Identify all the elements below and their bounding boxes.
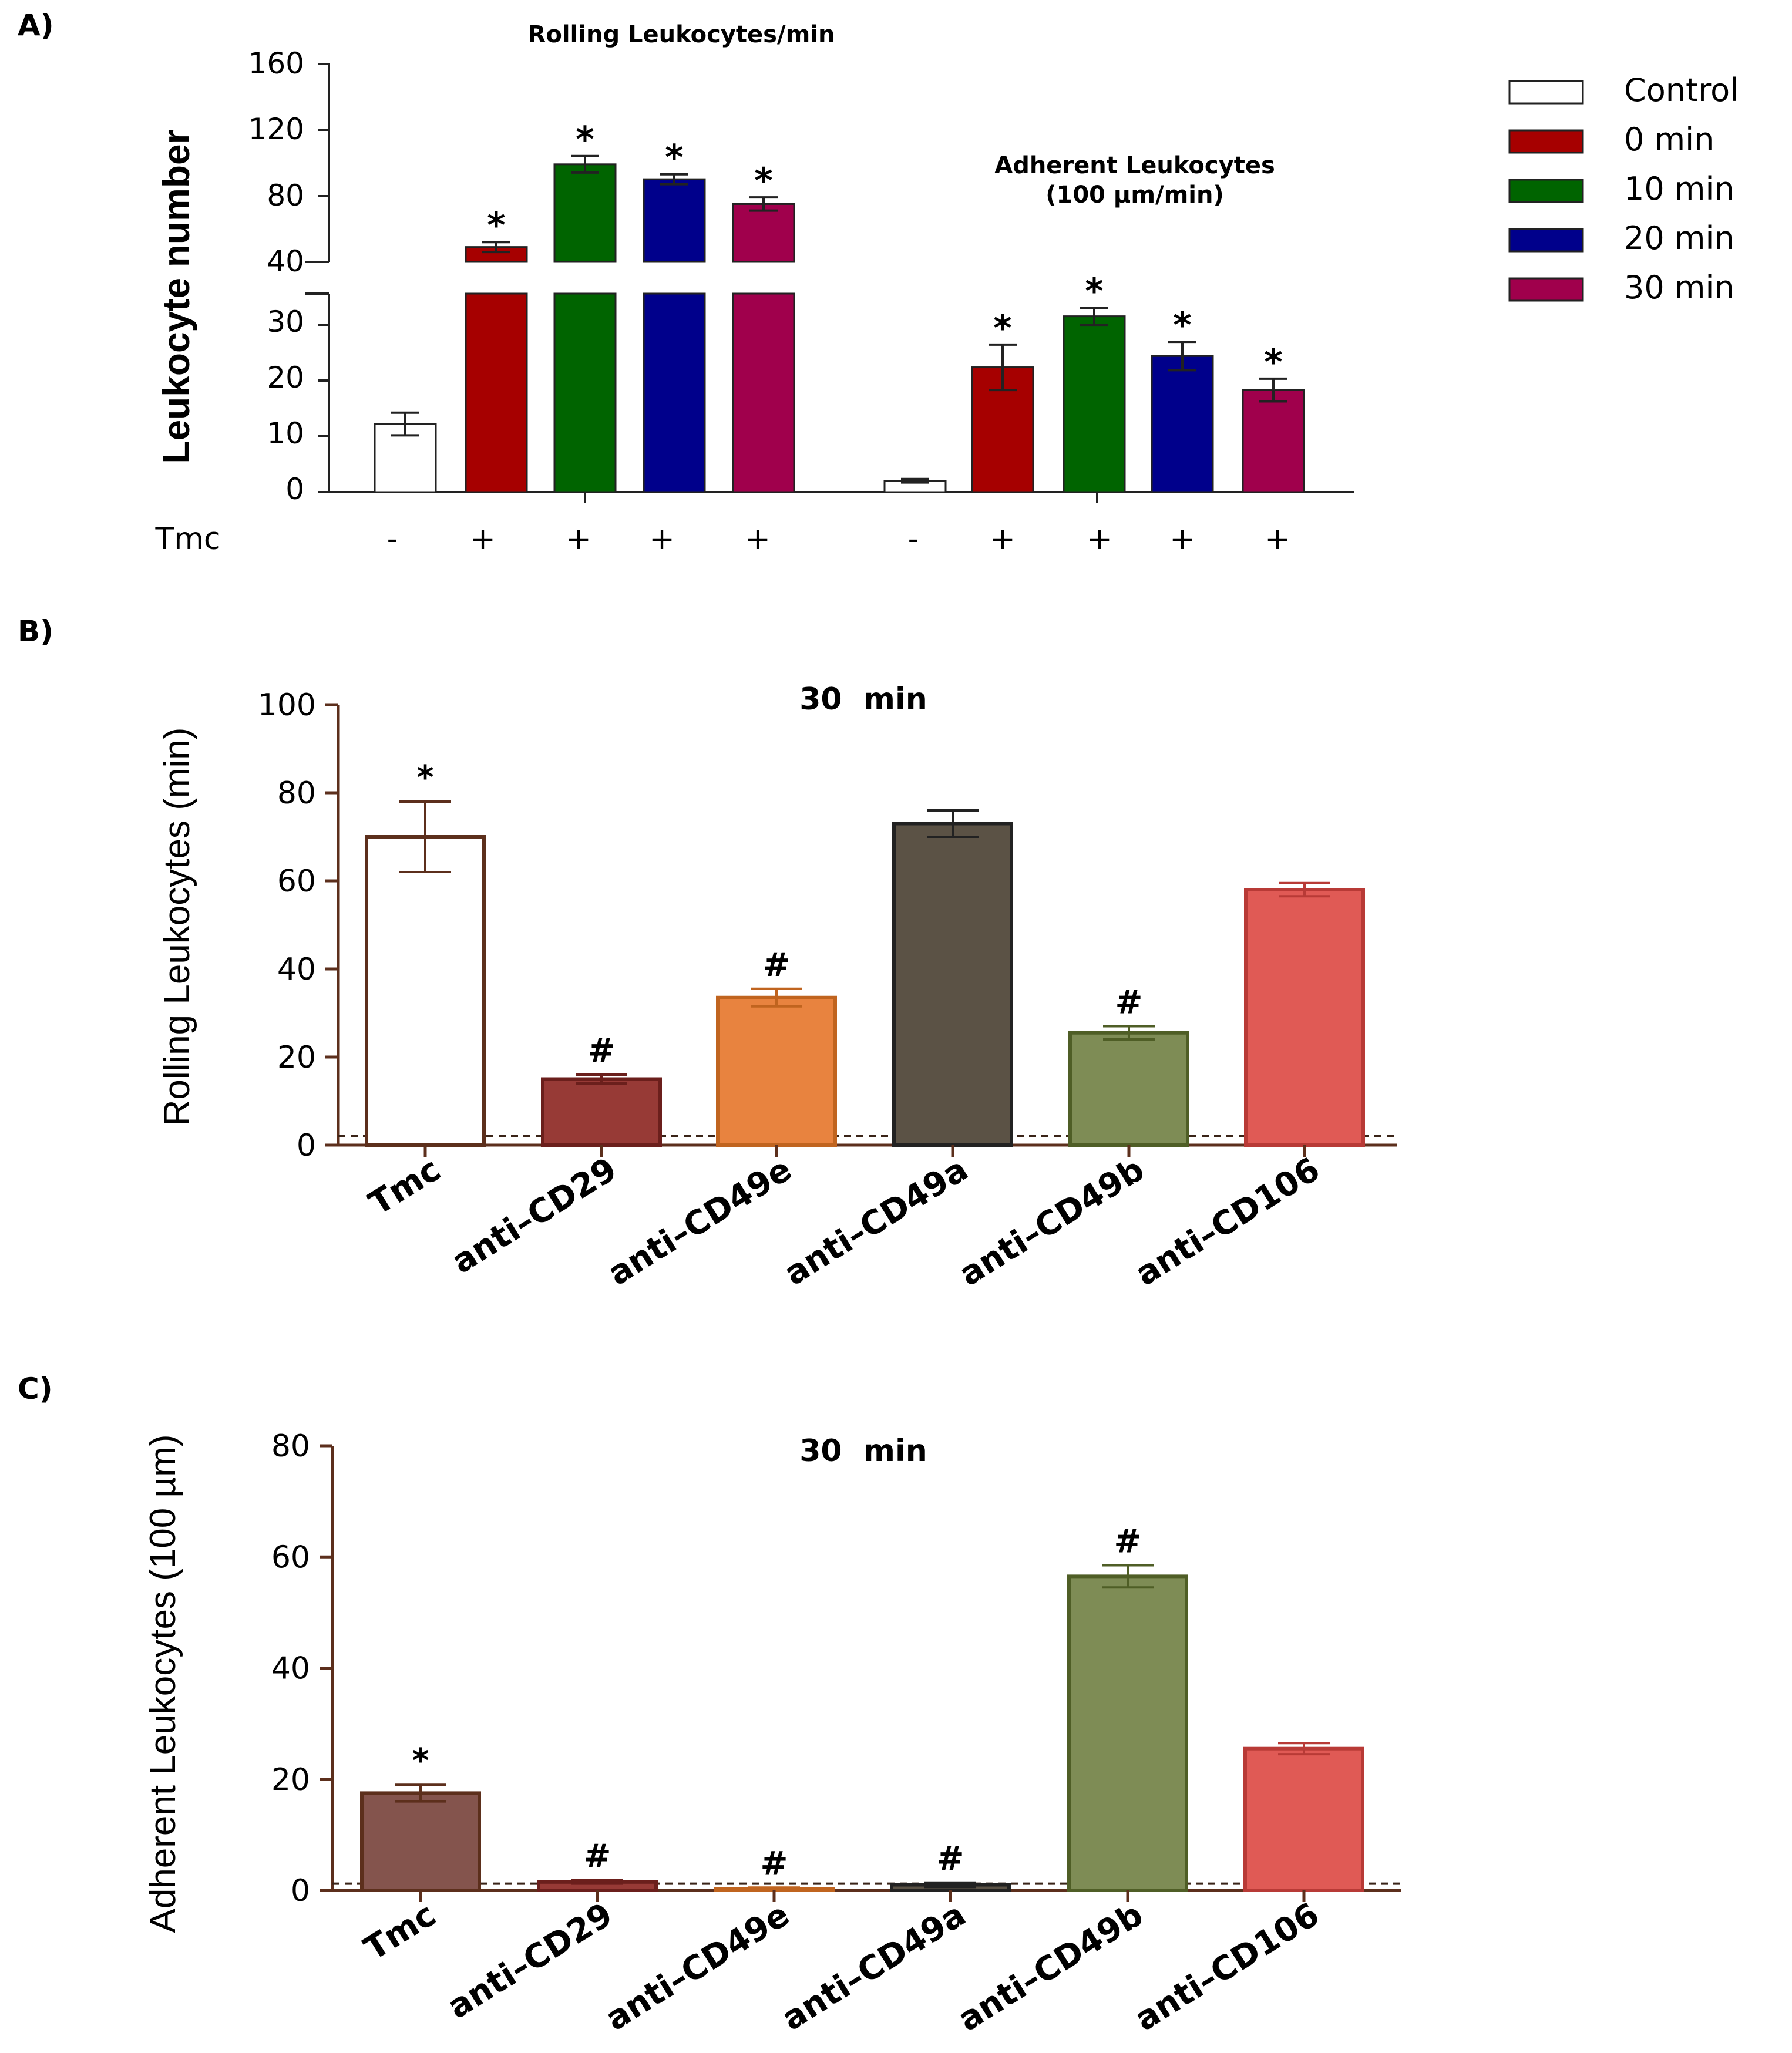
- y-tick-label: 60: [271, 1540, 310, 1575]
- bar-lower-segment: [643, 292, 706, 493]
- significance-mark: *: [416, 759, 433, 797]
- tmc-sign: +: [1169, 521, 1195, 557]
- y-ticks-b: 0 20 40 60 80 100: [258, 688, 338, 1163]
- panel-a-label: A): [18, 8, 54, 42]
- y-ticks-c: 0 20 40 60 80: [271, 1429, 332, 1909]
- y-tick-label: 40: [271, 1651, 310, 1687]
- significance-mark: *: [993, 308, 1011, 349]
- y-tick-label-a: 80: [267, 179, 304, 213]
- bar: [1243, 1746, 1364, 1893]
- legend-label: 20 min: [1624, 220, 1734, 257]
- significance-mark: #: [1115, 984, 1143, 1022]
- bar: [892, 822, 1013, 1147]
- panel-c-label: C): [18, 1372, 53, 1406]
- tmc-sign: +: [990, 521, 1016, 557]
- bars-a: * * * * * * * *: [374, 119, 1305, 493]
- tmc-sign: +: [470, 521, 496, 557]
- significance-mark: *: [1173, 305, 1191, 346]
- y-tick-label-a: 0: [285, 472, 304, 506]
- y-tick-label: 20: [271, 1762, 310, 1798]
- y-tick-label-a: 10: [267, 416, 304, 450]
- adherent-group-subtitle: (100 µm/min): [1045, 181, 1224, 208]
- bar-lower-segment: [732, 292, 795, 493]
- chart-title-b: 30 min: [799, 682, 927, 717]
- bar: [1067, 1574, 1188, 1892]
- significance-mark: *: [487, 205, 505, 246]
- panel-b-label: B): [18, 614, 53, 648]
- rolling-group-title: Rolling Leukocytes/min: [528, 21, 835, 48]
- significance-mark: *: [412, 1742, 429, 1780]
- bar: [1242, 389, 1305, 493]
- bar: [1063, 315, 1126, 493]
- legend-swatch: [1508, 129, 1584, 154]
- tmc-sign: +: [566, 521, 591, 557]
- bar: [365, 835, 486, 1147]
- tmc-sign: +: [649, 521, 675, 557]
- chart-title-c: 30 min: [799, 1433, 927, 1469]
- legend-swatch: [1508, 179, 1584, 203]
- bar-lower-segment: [465, 292, 528, 493]
- legend-swatch: [1508, 80, 1584, 105]
- significance-mark: #: [763, 946, 791, 984]
- y-tick-label: 80: [277, 776, 316, 811]
- y-tick-label: 0: [297, 1128, 316, 1163]
- bar: [1244, 888, 1365, 1147]
- bar: [360, 1791, 481, 1892]
- y-tick-label: 0: [291, 1873, 310, 1909]
- bar-upper-segment: [643, 178, 706, 263]
- legend-label: Control: [1624, 72, 1739, 109]
- bar-upper-segment: [553, 163, 617, 263]
- tmc-sign: -: [387, 521, 398, 557]
- tmc-sign: +: [1265, 521, 1290, 557]
- significance-mark: *: [1085, 271, 1103, 312]
- y-axis-label-a: Leukocyte number: [155, 129, 197, 463]
- panel-a: A) Rolling Leukocytes/min Adherent Leuko…: [18, 8, 1739, 557]
- bar: [1068, 1031, 1189, 1147]
- bar: [1151, 355, 1214, 493]
- y-tick-label-a: 40: [267, 244, 304, 278]
- y-axis-label-c: Adherent Leukocytes (100 µm): [143, 1434, 183, 1933]
- tmc-sign: +: [745, 521, 771, 557]
- y-tick-label: 100: [258, 688, 316, 723]
- legend-swatch: [1508, 277, 1584, 302]
- significance-mark: #: [937, 1840, 964, 1878]
- significance-mark: #: [1114, 1522, 1142, 1560]
- legend-label: 30 min: [1624, 269, 1734, 306]
- significance-mark: #: [584, 1837, 611, 1876]
- significance-mark: *: [576, 119, 594, 160]
- y-tick-label: 80: [271, 1429, 310, 1464]
- y-tick-label: 20: [277, 1040, 316, 1075]
- tmc-row-label: Tmc: [154, 521, 220, 557]
- bar: [541, 1077, 662, 1147]
- y-axis-label-b: Rolling Leukocytes (min): [157, 728, 197, 1126]
- adherent-group-title: Adherent Leukocytes: [994, 152, 1275, 179]
- legend-label: 0 min: [1624, 121, 1714, 158]
- bar-upper-segment: [732, 203, 795, 263]
- legend-label: 10 min: [1624, 170, 1734, 207]
- significance-mark: *: [754, 160, 772, 201]
- bar-lower-segment: [553, 292, 617, 493]
- y-tick-label-a: 160: [248, 46, 304, 80]
- significance-mark: #: [761, 1845, 788, 1883]
- y-tick-label-a: 20: [267, 361, 304, 395]
- legend-swatch: [1508, 228, 1584, 253]
- y-tick-label: 40: [277, 952, 316, 987]
- legend-a: Control 0 min 10 min 20 min 30 min: [1508, 72, 1739, 306]
- y-tick-label: 60: [277, 864, 316, 899]
- bar: [716, 995, 837, 1147]
- significance-mark: *: [1264, 342, 1282, 383]
- tmc-sign: +: [1087, 521, 1112, 557]
- y-tick-label-a: 120: [248, 112, 304, 146]
- y-tick-label-a: 30: [267, 305, 304, 339]
- significance-mark: *: [665, 137, 683, 179]
- tmc-sign: -: [908, 521, 919, 557]
- significance-mark: #: [588, 1032, 616, 1070]
